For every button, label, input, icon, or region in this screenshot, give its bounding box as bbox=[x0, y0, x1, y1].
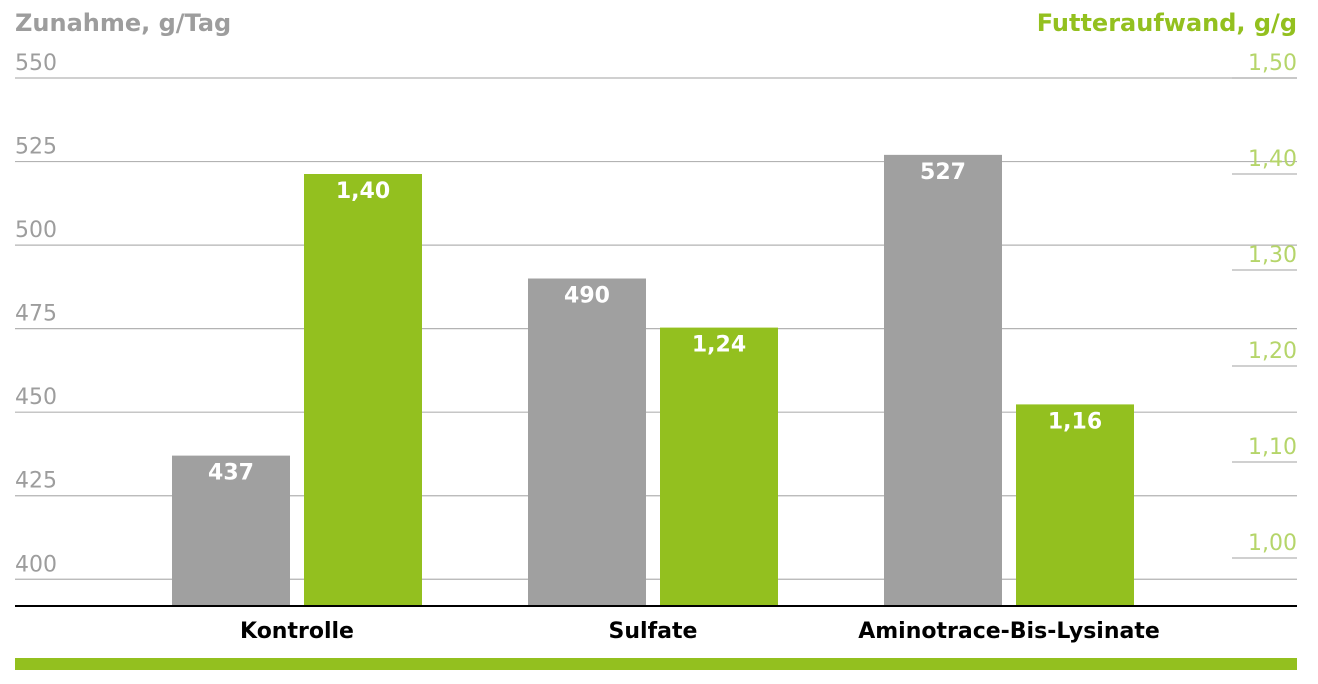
y-tick-label: 450 bbox=[15, 385, 57, 410]
y2-tick-label: 1,00 bbox=[1248, 531, 1297, 556]
y2-tick-label: 1,30 bbox=[1248, 243, 1297, 268]
bar bbox=[304, 174, 422, 606]
y2-tick-label: 1,10 bbox=[1248, 435, 1297, 460]
y-tick-label: 475 bbox=[15, 302, 57, 327]
bar bbox=[660, 327, 778, 606]
bar bbox=[172, 455, 290, 606]
bar bbox=[528, 278, 646, 606]
value-label: 527 bbox=[920, 160, 966, 185]
bar bbox=[1016, 404, 1134, 606]
y2-axis-title: Futteraufwand, g/g bbox=[1037, 9, 1297, 37]
x-tick-label: Kontrolle bbox=[240, 619, 354, 644]
value-label: 1,40 bbox=[336, 179, 390, 204]
value-label: 490 bbox=[564, 284, 610, 309]
x-tick-label: Sulfate bbox=[609, 619, 698, 644]
value-label: 437 bbox=[208, 461, 254, 486]
y-tick-label: 400 bbox=[15, 552, 57, 577]
value-label: 1,24 bbox=[692, 333, 746, 358]
bar bbox=[884, 154, 1002, 606]
footer-bar bbox=[15, 658, 1297, 670]
y2-tick-label: 1,50 bbox=[1248, 51, 1297, 76]
y-tick-label: 425 bbox=[15, 469, 57, 494]
y-axis-title: Zunahme, g/Tag bbox=[15, 9, 231, 37]
x-tick-label: Aminotrace-Bis-Lysinate bbox=[858, 619, 1160, 644]
y-tick-label: 525 bbox=[15, 135, 57, 160]
y2-tick-label: 1,20 bbox=[1248, 339, 1297, 364]
y-tick-label: 500 bbox=[15, 218, 57, 243]
y2-tick-label: 1,40 bbox=[1248, 147, 1297, 172]
y-tick-label: 550 bbox=[15, 51, 57, 76]
value-label: 1,16 bbox=[1048, 409, 1102, 434]
